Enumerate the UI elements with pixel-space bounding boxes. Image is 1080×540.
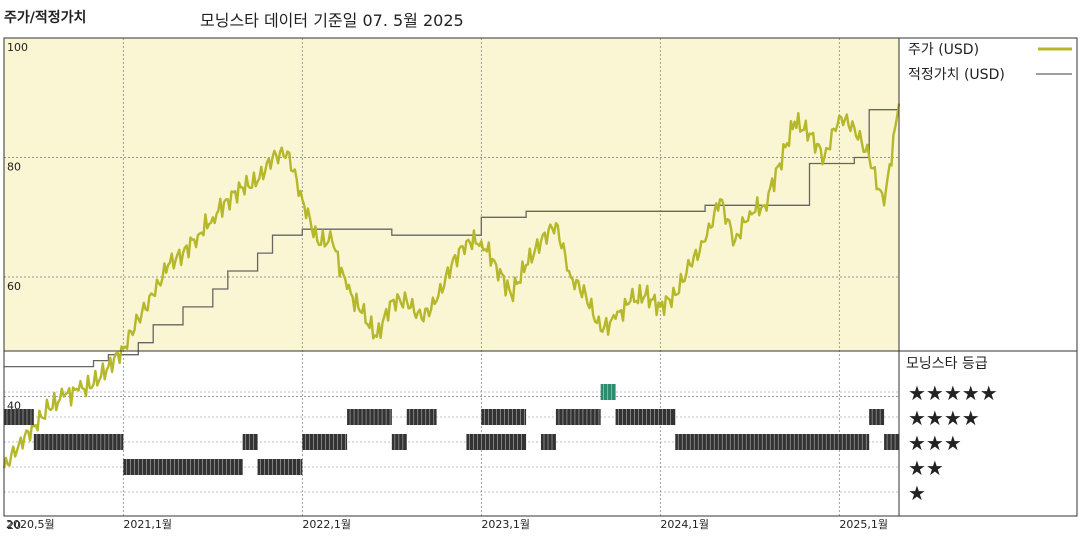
legend-fair-label: 적정가치 (USD) bbox=[908, 67, 1005, 83]
x-tick-label: 2025,1월 bbox=[839, 518, 888, 531]
price-series-line bbox=[2, 103, 901, 469]
rating-legend-5-stars: ★★★★★ bbox=[908, 381, 998, 405]
rating-legend-3-stars: ★★★ bbox=[908, 431, 962, 455]
star-rating-segment-3 bbox=[541, 434, 556, 450]
legend-price-label: 주가 (USD) bbox=[908, 42, 979, 58]
x-tick-label: 2023,1월 bbox=[481, 518, 530, 531]
rating-legend-title: 모닝스타 등급 bbox=[906, 356, 988, 372]
x-tick-label: 2024,1월 bbox=[660, 518, 709, 531]
star-rating-segment-3 bbox=[391, 434, 407, 450]
y-tick-label: 100 bbox=[7, 41, 28, 54]
chart-subtitle: 모닝스타 데이터 기준일 07. 5월 2025 bbox=[200, 11, 464, 30]
star-rating-segment-3 bbox=[33, 434, 124, 450]
x-axis-ticks: 2020,5월 2021,1월 2022,1월 2023,1월 2024,1월 2025,… bbox=[6, 518, 888, 531]
star-rating-segment-3 bbox=[884, 434, 899, 450]
rating-legend-4-stars: ★★★★ bbox=[908, 406, 980, 430]
y-tick-label: 60 bbox=[7, 280, 21, 293]
y-tick-label: 20 bbox=[7, 519, 21, 532]
x-tick-label: 2021,1월 bbox=[123, 518, 172, 531]
price-plot-area bbox=[4, 38, 899, 351]
rating-plot-area bbox=[4, 351, 899, 516]
chart-frame bbox=[3, 37, 1078, 517]
rating-legend-2-stars: ★★ bbox=[908, 456, 944, 480]
rating-legend-1-star: ★ bbox=[908, 481, 926, 505]
star-rating-segment-2 bbox=[123, 459, 243, 475]
star-rating-segment-4 bbox=[869, 409, 885, 425]
x-tick-label: 2022,1월 bbox=[302, 518, 351, 531]
x-tick-label: 2020,5월 bbox=[6, 518, 55, 531]
star-rating-segment-5 bbox=[600, 384, 616, 400]
star-rating-segment-3 bbox=[675, 434, 870, 450]
legend: 주가 (USD) 적정가치 (USD) 모닝스타 등급 ★★★★★ ★★★★ ★… bbox=[906, 42, 1072, 505]
chart-left-title: 주가/적정가치 bbox=[4, 9, 86, 26]
y-tick-label: 80 bbox=[7, 161, 21, 174]
star-rating-bars bbox=[4, 384, 899, 475]
star-rating-segment-3 bbox=[242, 434, 258, 450]
fair-value-series-line bbox=[4, 109, 899, 368]
